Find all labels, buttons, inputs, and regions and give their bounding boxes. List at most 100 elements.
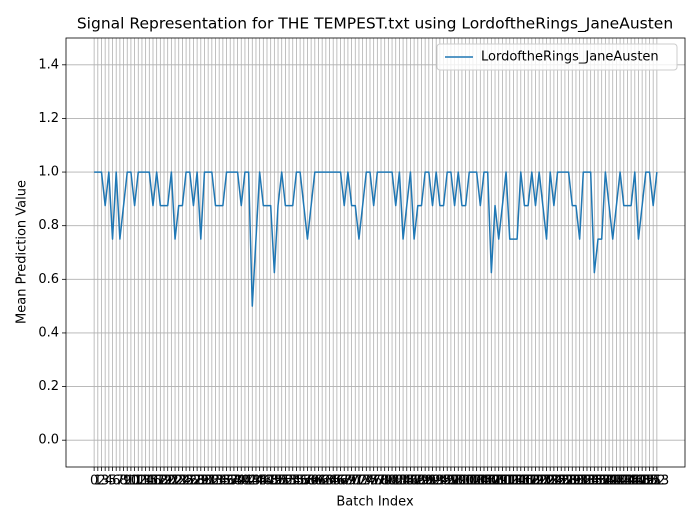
x-tick-label: 114: [501, 474, 526, 489]
x-tick-label: 74: [358, 474, 375, 489]
x-tick-label: 118: [516, 474, 541, 489]
y-tick-label: 0.6: [38, 272, 59, 287]
x-tick-label: 152: [641, 474, 666, 489]
x-tick-label: 24: [174, 474, 191, 489]
x-tick-label: 14: [137, 474, 154, 489]
x-tick-label: 135: [578, 474, 603, 489]
x-tick-label: 70: [343, 474, 360, 489]
x-tick-label: 20: [159, 474, 176, 489]
y-tick-label: 1.2: [38, 111, 59, 126]
x-tick-label: 106: [472, 474, 497, 489]
x-tick-label: 132: [567, 474, 592, 489]
x-tick-label: 112: [494, 474, 519, 489]
x-tick-label: 42: [240, 474, 257, 489]
x-tick-label: 127: [549, 474, 574, 489]
x-tick-label: 48: [262, 474, 279, 489]
x-tick-label: 88: [410, 474, 427, 489]
x-tick-label: 65: [325, 474, 342, 489]
x-tick-label: 108: [479, 474, 504, 489]
x-tick-label: 22: [167, 474, 184, 489]
x-tick-label: 31: [200, 474, 217, 489]
chart-title: Signal Representation for THE TEMPEST.tx…: [77, 15, 673, 34]
x-tick-label: 98: [446, 474, 463, 489]
x-tick-label: 45: [251, 474, 268, 489]
x-tick-label: 13: [134, 474, 151, 489]
x-tick-label: 102: [457, 474, 482, 489]
x-tick-label: 68: [336, 474, 353, 489]
y-tick-label: 0.8: [38, 218, 59, 233]
x-tick-label: 136: [582, 474, 607, 489]
x-tick-label: 46: [255, 474, 272, 489]
x-tick-label: 29: [193, 474, 210, 489]
x-tick-label: 62: [314, 474, 331, 489]
x-tick-label: 4: [105, 474, 113, 489]
x-axis-label: Batch Index: [336, 495, 414, 510]
x-tick-label: 32: [204, 474, 221, 489]
x-tick-label: 47: [259, 474, 276, 489]
x-tick-label: 128: [553, 474, 578, 489]
x-tick-label: 51: [273, 474, 290, 489]
x-tick-label: 27: [185, 474, 202, 489]
x-tick-label: 97: [443, 474, 460, 489]
x-tick-label: 123: [534, 474, 559, 489]
x-tick-label: 56: [292, 474, 309, 489]
x-tick-label: 122: [530, 474, 555, 489]
x-tick-label: 96: [439, 474, 456, 489]
x-tick-label: 86: [402, 474, 419, 489]
x-tick-label: 36: [218, 474, 235, 489]
x-tick-label: 69: [340, 474, 357, 489]
x-tick-label: 35: [215, 474, 232, 489]
plot-frame: [65, 37, 686, 468]
legend-label: LordoftheRings_JaneAusten: [481, 50, 659, 65]
x-tick-label: 64: [321, 474, 338, 489]
y-axis-label: Mean Prediction Value: [15, 180, 30, 324]
x-tick-label: 153: [644, 474, 669, 489]
x-tick-label: 54: [284, 474, 301, 489]
y-tick-label: 1.0: [38, 165, 59, 180]
x-tick-label: 105: [468, 474, 493, 489]
x-tick-label: 55: [288, 474, 305, 489]
x-tick-label: 130: [560, 474, 585, 489]
x-tick-label: 43: [244, 474, 261, 489]
x-tick-label: 50: [270, 474, 287, 489]
x-tick-label: 72: [351, 474, 368, 489]
x-tick-label: 117: [512, 474, 537, 489]
x-tick-label: 12: [130, 474, 147, 489]
x-tick-label: 90: [417, 474, 434, 489]
x-tick-label: 15: [141, 474, 158, 489]
x-tick-label: 137: [586, 474, 611, 489]
x-tick-label: 26: [181, 474, 198, 489]
x-tick-label: 83: [391, 474, 408, 489]
x-tick-label: 133: [571, 474, 596, 489]
x-tick-label: 91: [421, 474, 438, 489]
x-tick-label: 84: [395, 474, 412, 489]
x-tick-label: 0: [90, 474, 98, 489]
legend: LordoftheRings_JaneAusten: [436, 43, 678, 71]
x-tick-label: 140: [597, 474, 622, 489]
x-tick-label: 95: [435, 474, 452, 489]
x-tick-label: 75: [362, 474, 379, 489]
x-tick-label: 151: [637, 474, 662, 489]
x-tick-label: 143: [608, 474, 633, 489]
x-tick-label: 30: [196, 474, 213, 489]
y-tick-label: 0.4: [38, 325, 59, 340]
x-tick-label: 94: [432, 474, 449, 489]
x-tick-label: 109: [483, 474, 508, 489]
x-tick-label: 116: [508, 474, 533, 489]
x-tick-label: 60: [307, 474, 324, 489]
x-tick-label: 78: [373, 474, 390, 489]
x-tick-label: 2: [97, 474, 105, 489]
x-tick-label: 34: [211, 474, 228, 489]
x-tick-label: 49: [266, 474, 283, 489]
x-tick-label: 25: [178, 474, 195, 489]
y-tick-label: 0.2: [38, 379, 59, 394]
x-tick-label: 9: [123, 474, 131, 489]
legend-box: [436, 43, 678, 71]
x-tick-label: 77: [369, 474, 386, 489]
x-tick-label: 19: [156, 474, 173, 489]
x-tick-label: 134: [575, 474, 600, 489]
x-tick-label: 138: [589, 474, 614, 489]
x-tick-label: 67: [332, 474, 349, 489]
x-tick-label: 57: [296, 474, 313, 489]
